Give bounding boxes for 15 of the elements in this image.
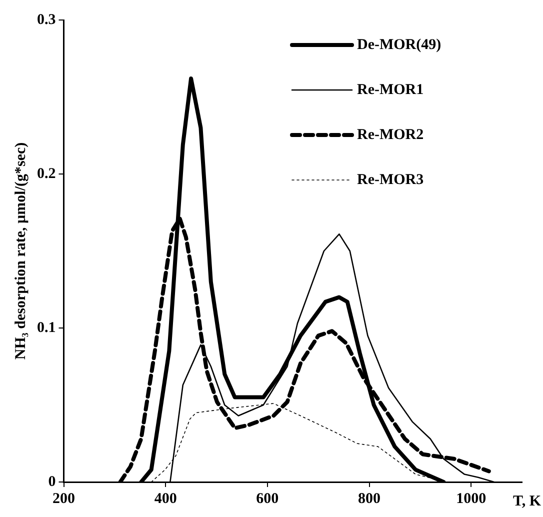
legend-label: Re-MOR2 — [357, 126, 424, 143]
y-tick-label: 0.1 — [37, 320, 56, 336]
x-tick-label: 600 — [256, 490, 279, 507]
x-tick-label: 400 — [154, 490, 177, 507]
y-axis-title: NH₃ desorption rate, µmol/(g*sec) — [12, 142, 29, 360]
y-tick-label: 0.3 — [37, 12, 56, 28]
x-tick-label: 1000 — [456, 490, 486, 507]
x-tick-label: 800 — [358, 490, 380, 507]
legend-label: Re-MOR1 — [357, 82, 424, 98]
y-tick-label: 0.2 — [37, 166, 56, 182]
y-tick-label: 0 — [48, 474, 56, 490]
legend-label: De-MOR(49) — [357, 36, 442, 53]
x-axis-title: T, K — [512, 493, 542, 510]
legend-label: Re-MOR3 — [357, 172, 424, 188]
x-tick-label: 200 — [52, 490, 75, 507]
